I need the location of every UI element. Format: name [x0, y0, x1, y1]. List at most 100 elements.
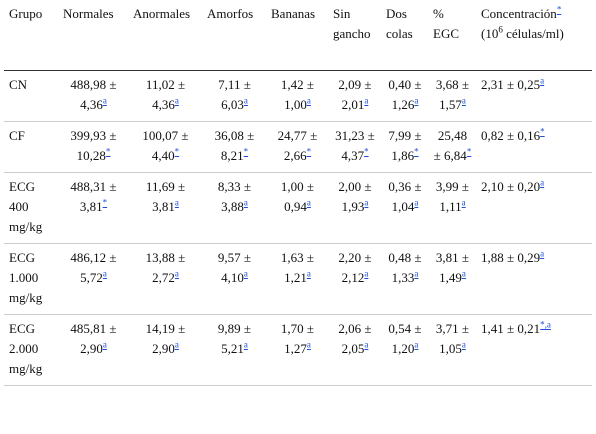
value-cell: 2,20 ± 2,12a [328, 244, 381, 315]
cell-text: 3,99 ± 1,11 [435, 179, 470, 214]
footnote-mark: a [175, 269, 179, 279]
footnote-link[interactable]: a [306, 268, 311, 279]
footnote-link[interactable]: a [243, 339, 248, 350]
value-cell: 8,33 ± 3,88a [202, 173, 266, 244]
footnote-link[interactable]: a [414, 268, 419, 279]
cell-text: 2,20 ± 2,12 [338, 250, 372, 285]
group-cell: ECG 400 mg/kg [4, 173, 58, 244]
footnote-mark: * [103, 198, 108, 208]
footnote-link[interactable]: a [306, 197, 311, 208]
footnote-link[interactable]: a [364, 268, 369, 279]
table-header: Grupo Normales Anormales Amorfos Bananas Sin … [4, 0, 592, 71]
cell-text: Grupo [9, 6, 43, 21]
table-row: ECG 400 mg/kg 488,31 ± 3,81* 11,69 ± 3,81a… [4, 173, 592, 244]
group-cell: ECG 1.000 mg/kg [4, 244, 58, 315]
footnote-link[interactable]: a [414, 339, 419, 350]
footnote-mark: a [307, 340, 311, 350]
footnote-link[interactable]: a [174, 95, 179, 106]
footnote-link[interactable]: * [414, 146, 419, 157]
footnote-link[interactable]: *,a [540, 319, 551, 330]
footnote-link[interactable]: a [102, 339, 107, 350]
footnote-link[interactable]: a [243, 95, 248, 106]
footnote-link[interactable]: a [102, 95, 107, 106]
footnote-link[interactable]: a [306, 95, 311, 106]
footnote-mark: a [244, 340, 248, 350]
value-cell: 3,99 ± 1,11a [428, 173, 476, 244]
cell-text: 2,06 ± 2,05 [338, 321, 372, 356]
footnote-mark: a [175, 96, 179, 106]
value-cell: 1,70 ± 1,27a [266, 315, 328, 386]
cell-text: 0,48 ± 1,33 [388, 250, 422, 285]
footnote-link[interactable]: a [540, 75, 545, 86]
value-cell: 1,41 ± 0,21*,a [476, 315, 592, 386]
footnote-mark: a [244, 269, 248, 279]
cell-text: 486,12 ± 5,72 [70, 250, 117, 285]
footnote-mark: a [103, 340, 107, 350]
footnote-link[interactable]: * [174, 146, 180, 157]
footnote-link[interactable]: * [556, 4, 562, 15]
cell-text: 25,48 ± 6,84 [433, 128, 468, 163]
footnote-mark: * [364, 147, 369, 157]
footnote-link[interactable]: * [306, 146, 312, 157]
footnote-link[interactable]: a [174, 197, 179, 208]
value-cell: 36,08 ± 8,21* [202, 122, 266, 173]
group-cell: ECG 2.000 mg/kg [4, 315, 58, 386]
cell-text: 31,23 ± 4,37 [335, 128, 375, 163]
footnote-link[interactable]: a [102, 268, 107, 279]
footnote-link[interactable]: a [364, 95, 369, 106]
footnote-mark: a [364, 96, 368, 106]
footnote-mark: a [103, 269, 107, 279]
value-cell: 7,11 ± 6,03a [202, 71, 266, 122]
footnote-mark: * [244, 147, 249, 157]
footnote-link[interactable]: a [364, 197, 369, 208]
footnote-link[interactable]: * [364, 146, 369, 157]
value-cell: 486,12 ± 5,72a [58, 244, 128, 315]
footnote-link[interactable]: a [414, 197, 419, 208]
header-cell: Concentración* (106 células/ml) [476, 0, 592, 71]
cell-text: 0,82 ± 0,16 [481, 128, 541, 143]
footnote-link[interactable]: a [306, 339, 311, 350]
footnote-link[interactable]: * [466, 146, 472, 157]
cell-text: 2,09 ± 2,01 [338, 77, 372, 112]
footnote-link[interactable]: * [540, 126, 545, 137]
footnote-link[interactable]: a [461, 197, 466, 208]
footnote-link[interactable]: * [105, 146, 111, 157]
cell-text: CF [9, 128, 25, 143]
footnote-mark: a [307, 96, 311, 106]
footnote-link[interactable]: a [540, 248, 545, 259]
unit-text: células/ml) [502, 26, 564, 41]
footnote-link[interactable]: a [243, 197, 248, 208]
footnote-mark: a [462, 198, 466, 208]
cell-text: 2,31 ± 0,25 [481, 77, 541, 92]
footnote-link[interactable]: a [461, 268, 466, 279]
table-row: ECG 1.000 mg/kg 486,12 ± 5,72a 13,88 ± 2,7… [4, 244, 592, 315]
value-cell: 9,57 ± 4,10a [202, 244, 266, 315]
footnote-link[interactable]: a [414, 95, 419, 106]
cell-text: 0,40 ± 1,26 [388, 77, 422, 112]
table-row: CN 488,98 ± 4,36a 11,02 ± 4,36a 7,11 ± 6,03… [4, 71, 592, 122]
header-cell: Amorfos [202, 0, 266, 71]
footnote-mark: a [462, 269, 466, 279]
footnote-link[interactable]: * [102, 197, 108, 208]
header-cell: Anormales [128, 0, 202, 71]
value-cell: 100,07 ± 4,40* [128, 122, 202, 173]
cell-text: 1,63 ± 1,21 [280, 250, 315, 285]
cell-text: 488,31 ± 3,81 [70, 179, 117, 214]
footnote-link[interactable]: a [174, 268, 179, 279]
value-cell: 24,77 ± 2,66* [266, 122, 328, 173]
footnote-mark: * [467, 147, 472, 157]
footnote-link[interactable]: a [540, 177, 545, 188]
cell-text: 3,71 ± 1,05 [435, 321, 470, 356]
footnote-link[interactable]: a [364, 339, 369, 350]
cell-text: 1,00 ± 0,94 [280, 179, 315, 214]
footnote-link[interactable]: a [461, 339, 466, 350]
footnote-link[interactable]: a [461, 95, 466, 106]
value-cell: 2,00 ± 1,93a [328, 173, 381, 244]
cell-text: ECG 1.000 mg/kg [9, 250, 43, 305]
footnote-mark: a [462, 96, 466, 106]
cell-text: 8,33 ± 3,88 [217, 179, 252, 214]
footnote-link[interactable]: a [243, 268, 248, 279]
footnote-mark: * [540, 127, 545, 137]
footnote-link[interactable]: * [243, 146, 249, 157]
footnote-link[interactable]: a [174, 339, 179, 350]
